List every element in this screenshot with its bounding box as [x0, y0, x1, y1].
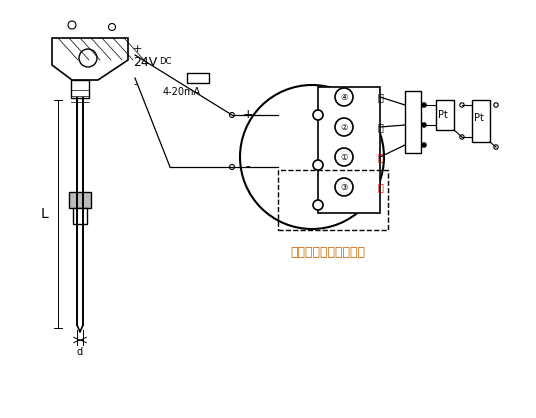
- Circle shape: [422, 143, 426, 147]
- Text: 白: 白: [377, 92, 383, 102]
- Bar: [436, 100, 454, 130]
- Circle shape: [335, 118, 353, 136]
- Text: 4-20mA: 4-20mA: [163, 87, 201, 97]
- Circle shape: [68, 21, 76, 29]
- Bar: [278, 170, 388, 230]
- Bar: [472, 100, 490, 142]
- Text: Pt: Pt: [438, 110, 448, 120]
- Text: Pt: Pt: [474, 113, 484, 123]
- Text: ②: ②: [340, 122, 348, 132]
- Text: +: +: [133, 44, 143, 54]
- Bar: [69, 192, 91, 208]
- Circle shape: [335, 88, 353, 106]
- Text: DC: DC: [159, 56, 172, 66]
- Circle shape: [335, 178, 353, 196]
- Bar: [71, 80, 89, 98]
- Circle shape: [229, 112, 235, 117]
- Circle shape: [422, 123, 426, 127]
- Circle shape: [240, 85, 384, 229]
- Text: +: +: [243, 109, 254, 122]
- Circle shape: [313, 160, 323, 170]
- Circle shape: [460, 103, 464, 107]
- Circle shape: [79, 49, 97, 67]
- Text: 红: 红: [377, 152, 383, 162]
- Bar: [318, 87, 380, 213]
- Text: 24V: 24V: [133, 56, 157, 69]
- Text: 热电阻：三线或四线制: 热电阻：三线或四线制: [290, 247, 365, 260]
- Text: ③: ③: [340, 183, 348, 191]
- Bar: [405, 91, 421, 153]
- Text: ①: ①: [340, 153, 348, 161]
- Text: 白: 白: [377, 122, 383, 132]
- Circle shape: [494, 145, 498, 149]
- Circle shape: [494, 103, 498, 107]
- Circle shape: [460, 135, 464, 139]
- Circle shape: [313, 200, 323, 210]
- Text: d: d: [77, 347, 83, 357]
- Circle shape: [422, 103, 426, 107]
- Text: -: -: [133, 79, 137, 89]
- Text: ④: ④: [340, 92, 348, 102]
- Bar: [187, 73, 209, 83]
- Circle shape: [313, 110, 323, 120]
- Text: -: -: [245, 161, 250, 173]
- Circle shape: [108, 23, 115, 31]
- Text: 红: 红: [377, 182, 383, 192]
- Bar: [73, 208, 87, 224]
- Circle shape: [229, 165, 235, 170]
- Text: L: L: [40, 207, 48, 221]
- Circle shape: [335, 148, 353, 166]
